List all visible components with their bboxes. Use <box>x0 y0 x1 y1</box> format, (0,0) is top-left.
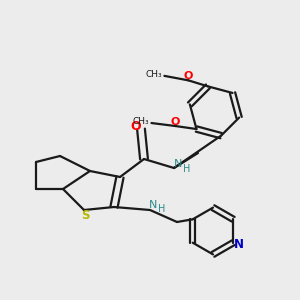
Text: O: O <box>171 117 180 127</box>
Text: N: N <box>173 159 182 170</box>
Text: H: H <box>158 203 166 214</box>
Text: O: O <box>184 71 193 81</box>
Text: O: O <box>130 119 141 133</box>
Text: CH₃: CH₃ <box>146 70 162 79</box>
Text: S: S <box>81 209 90 222</box>
Text: N: N <box>149 200 157 210</box>
Text: CH₃: CH₃ <box>133 117 149 126</box>
Text: N: N <box>234 238 244 251</box>
Text: H: H <box>183 164 190 175</box>
